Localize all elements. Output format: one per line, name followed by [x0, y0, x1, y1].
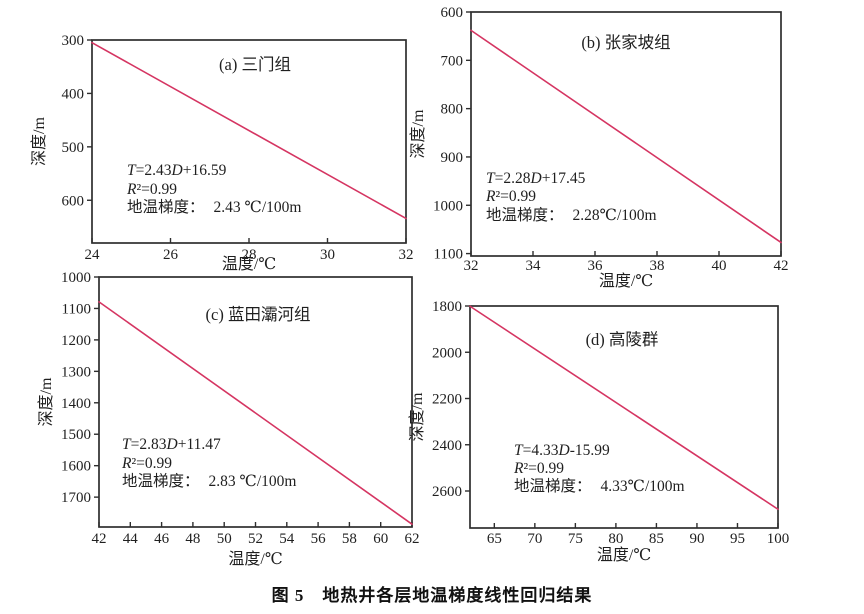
- y-tick-label: 500: [62, 140, 85, 156]
- panel-b: 32 34 36 38 40 42 600 700 800 900 1000 1100 (b) 张家坡组…: [409, 5, 789, 290]
- y-tick-label: 1400: [61, 396, 91, 412]
- x-tick-label: 36: [588, 258, 604, 274]
- y-tick-label: 1100: [62, 301, 91, 317]
- x-tick-label: 85: [649, 531, 664, 547]
- y-tick-label: 1000: [433, 198, 463, 214]
- y-tick-label: 1800: [432, 299, 462, 315]
- panel-title: (c) 蓝田灞河组: [206, 305, 311, 324]
- x-tick-label: 52: [248, 531, 263, 547]
- y-tick-label: 1200: [61, 333, 91, 349]
- y-tick-label: 600: [62, 193, 85, 209]
- y-tick-label: 400: [62, 86, 85, 102]
- x-tick-label: 30: [320, 247, 335, 263]
- gradient-text: 地温梯度： 2.28℃/100m: [486, 206, 657, 224]
- y-tick-label: 2400: [432, 438, 462, 454]
- x-axis-title: 温度/℃: [228, 550, 282, 568]
- x-tick-label: 58: [342, 531, 357, 547]
- y-axis-title: 深度/m: [408, 392, 426, 441]
- x-tick-label: 34: [526, 258, 542, 274]
- x-tick-label: 50: [217, 531, 232, 547]
- x-tick-label: 95: [730, 531, 745, 547]
- plot-box: [469, 305, 779, 529]
- x-tick-label: 40: [712, 258, 727, 274]
- x-tick-label: 26: [163, 247, 179, 263]
- x-tick-label: 80: [608, 531, 623, 547]
- x-tick-label: 62: [405, 531, 420, 547]
- y-tick-label: 2000: [432, 345, 462, 361]
- x-tick-label: 90: [689, 531, 704, 547]
- x-axis-title: 温度/℃: [597, 546, 651, 564]
- regression-line: [91, 41, 407, 220]
- y-tick-label: 1500: [61, 427, 91, 443]
- y-tick-label: 2600: [432, 484, 462, 500]
- x-tick-label: 28: [242, 247, 257, 263]
- y-axis-title: 深度/m: [30, 117, 48, 166]
- r-squared-text: R²=0.99: [121, 455, 172, 472]
- panel-a: 24 26 28 30 32 300 400 500 600 (a) 三门组 T=2.43D+16.…: [30, 33, 414, 273]
- x-tick-label: 24: [85, 247, 101, 263]
- x-tick-label: 32: [464, 258, 479, 274]
- equation-text: T=2.43D+16.59: [127, 162, 227, 179]
- x-tick-label: 42: [774, 258, 789, 274]
- x-tick-label: 56: [311, 531, 327, 547]
- y-axis-title: 深度/m: [409, 109, 427, 158]
- panel-title: (d) 高陵群: [586, 330, 659, 349]
- regression-line: [98, 301, 413, 525]
- r-squared-text: R²=0.99: [513, 460, 564, 477]
- x-tick-label: 38: [650, 258, 665, 274]
- y-tick-label: 1000: [61, 270, 91, 286]
- y-tick-label: 1600: [61, 459, 91, 475]
- x-tick-label: 60: [373, 531, 388, 547]
- y-tick-label: 1100: [434, 247, 463, 263]
- x-tick-label: 48: [185, 531, 200, 547]
- r-squared-text: R²=0.99: [485, 188, 536, 205]
- x-tick-label: 46: [154, 531, 170, 547]
- gradient-text: 地温梯度： 2.83 ℃/100m: [122, 472, 296, 490]
- y-tick-label: 700: [441, 53, 464, 69]
- y-tick-label: 1700: [61, 490, 91, 506]
- x-axis-title: 温度/℃: [599, 272, 653, 290]
- y-tick-label: 300: [62, 33, 85, 49]
- panel-c: 42 44 46 48 50 52 54 56 58 60 62 1000 1100 1200 1300 14…: [37, 270, 420, 568]
- x-tick-label: 32: [399, 247, 414, 263]
- y-tick-label: 1300: [61, 364, 91, 380]
- x-tick-label: 100: [767, 531, 790, 547]
- equation-text: T=4.33D-15.99: [514, 442, 610, 459]
- panel-d: 65 70 75 80 85 90 95 100 1800 2000 2200 2400 2600 (d)…: [408, 299, 789, 564]
- equation-text: T=2.28D+17.45: [486, 170, 586, 187]
- panel-title: (a) 三门组: [219, 55, 291, 74]
- figure-caption: 图 5 地热井各层地温梯度线性回归结果: [271, 586, 593, 605]
- x-tick-label: 70: [527, 531, 542, 547]
- x-axis-title: 温度/℃: [222, 255, 276, 273]
- x-tick-label: 42: [92, 531, 107, 547]
- y-tick-label: 2200: [432, 392, 462, 408]
- regression-line: [469, 305, 779, 511]
- y-axis-title: 深度/m: [37, 377, 55, 426]
- equation-text: T=2.83D+11.47: [122, 436, 221, 453]
- x-tick-label: 75: [568, 531, 583, 547]
- y-tick-label: 800: [441, 102, 464, 118]
- x-tick-label: 44: [123, 531, 139, 547]
- gradient-text: 地温梯度： 4.33℃/100m: [514, 477, 685, 495]
- x-tick-label: 54: [279, 531, 295, 547]
- y-tick-label: 900: [441, 150, 464, 166]
- x-tick-label: 65: [487, 531, 502, 547]
- plot-box: [470, 11, 782, 257]
- gradient-text: 地温梯度： 2.43 ℃/100m: [127, 198, 301, 216]
- y-tick-label: 600: [441, 5, 464, 21]
- r-squared-text: R²=0.99: [126, 181, 177, 198]
- panel-title: (b) 张家坡组: [581, 33, 670, 52]
- figure-plots: 24 26 28 30 32 300 400 500 600 (a) 三门组 T=2.43D+16.…: [30, 5, 789, 568]
- regression-line: [470, 29, 782, 244]
